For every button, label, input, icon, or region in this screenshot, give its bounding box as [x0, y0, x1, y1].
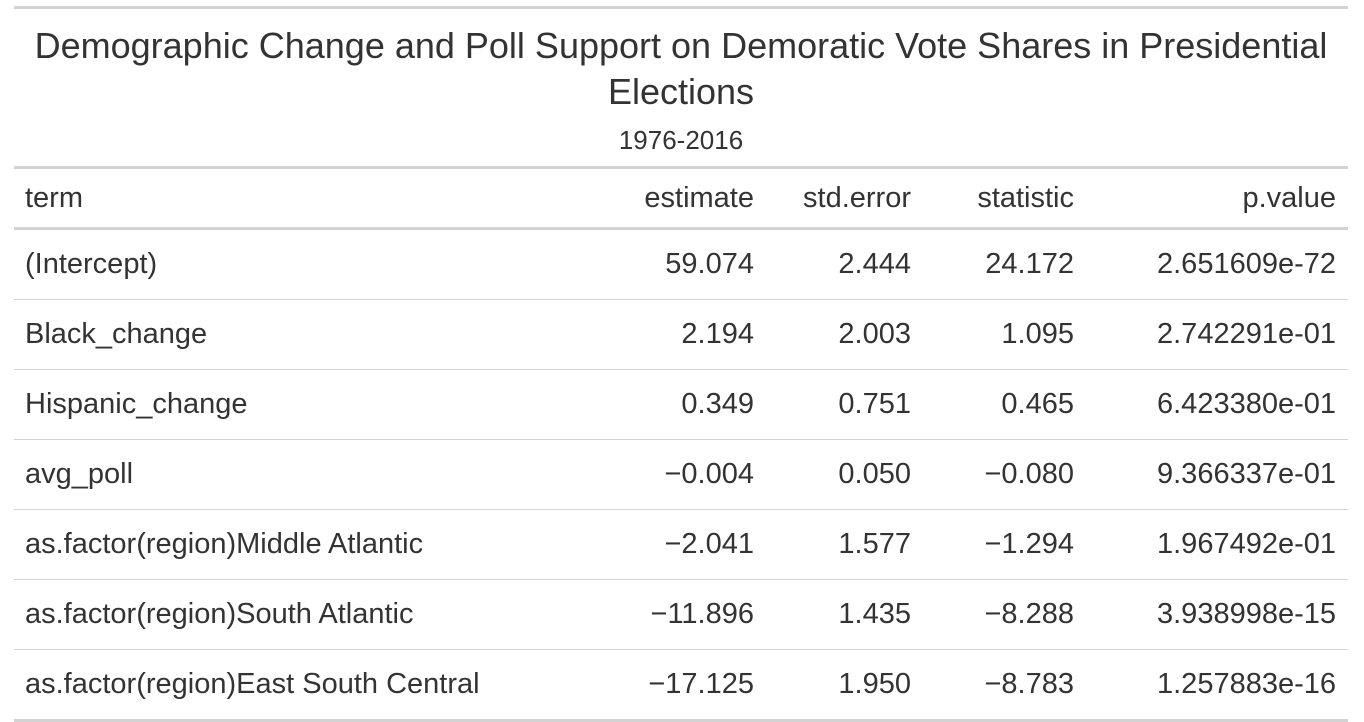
results-table: term estimate std.error statistic p.valu… — [14, 169, 1348, 722]
top-rule — [14, 6, 1348, 9]
cell-estimate: −17.125 — [602, 650, 766, 721]
cell-std-error: 2.003 — [766, 300, 923, 370]
cell-estimate: −0.004 — [602, 440, 766, 510]
cell-term: Hispanic_change — [14, 370, 602, 440]
header-row: term estimate std.error statistic p.valu… — [14, 169, 1348, 229]
cell-term: (Intercept) — [14, 229, 602, 300]
table-title: Demographic Change and Poll Support on D… — [14, 23, 1348, 115]
cell-statistic: −1.294 — [923, 510, 1086, 580]
column-header-std-error: std.error — [766, 169, 923, 229]
cell-statistic: 0.465 — [923, 370, 1086, 440]
cell-statistic: −8.288 — [923, 580, 1086, 650]
cell-term: avg_poll — [14, 440, 602, 510]
regression-table: Demographic Change and Poll Support on D… — [14, 0, 1348, 722]
cell-estimate: −11.896 — [602, 580, 766, 650]
cell-std-error: 1.950 — [766, 650, 923, 721]
cell-estimate: −2.041 — [602, 510, 766, 580]
cell-std-error: 1.435 — [766, 580, 923, 650]
cell-term: as.factor(region)Middle Atlantic — [14, 510, 602, 580]
cell-p-value: 3.938998e-15 — [1086, 580, 1348, 650]
column-header-term: term — [14, 169, 602, 229]
cell-term: as.factor(region)East South Central — [14, 650, 602, 721]
table-row: Black_change 2.194 2.003 1.095 2.742291e… — [14, 300, 1348, 370]
cell-p-value: 9.366337e-01 — [1086, 440, 1348, 510]
table-subtitle: 1976-2016 — [14, 123, 1348, 157]
cell-p-value: 2.651609e-72 — [1086, 229, 1348, 300]
cell-std-error: 0.050 — [766, 440, 923, 510]
table-row: as.factor(region)Middle Atlantic −2.041 … — [14, 510, 1348, 580]
table-row: (Intercept) 59.074 2.444 24.172 2.651609… — [14, 229, 1348, 300]
cell-term: as.factor(region)South Atlantic — [14, 580, 602, 650]
table-row: as.factor(region)South Atlantic −11.896 … — [14, 580, 1348, 650]
cell-p-value: 1.257883e-16 — [1086, 650, 1348, 721]
table-row: as.factor(region)East South Central −17.… — [14, 650, 1348, 721]
cell-estimate: 0.349 — [602, 370, 766, 440]
column-header-p-value: p.value — [1086, 169, 1348, 229]
table-row: avg_poll −0.004 0.050 −0.080 9.366337e-0… — [14, 440, 1348, 510]
cell-std-error: 0.751 — [766, 370, 923, 440]
cell-p-value: 6.423380e-01 — [1086, 370, 1348, 440]
cell-p-value: 1.967492e-01 — [1086, 510, 1348, 580]
column-header-statistic: statistic — [923, 169, 1086, 229]
cell-statistic: 24.172 — [923, 229, 1086, 300]
column-header-estimate: estimate — [602, 169, 766, 229]
cell-statistic: 1.095 — [923, 300, 1086, 370]
cell-estimate: 59.074 — [602, 229, 766, 300]
table-row: Hispanic_change 0.349 0.751 0.465 6.4233… — [14, 370, 1348, 440]
cell-std-error: 2.444 — [766, 229, 923, 300]
cell-std-error: 1.577 — [766, 510, 923, 580]
cell-statistic: −8.783 — [923, 650, 1086, 721]
cell-estimate: 2.194 — [602, 300, 766, 370]
cell-term: Black_change — [14, 300, 602, 370]
cell-p-value: 2.742291e-01 — [1086, 300, 1348, 370]
cell-statistic: −0.080 — [923, 440, 1086, 510]
